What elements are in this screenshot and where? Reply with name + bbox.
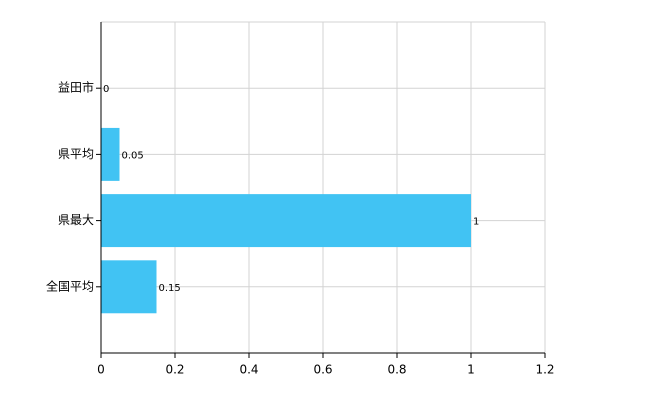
- y-tick-label: 県最大: [58, 213, 94, 227]
- bar: [101, 260, 157, 314]
- bar: [101, 127, 120, 181]
- value-label: 1: [473, 217, 479, 228]
- y-tick-label: 県平均: [58, 147, 94, 161]
- y-tick-label: 益田市: [58, 80, 94, 95]
- bar: [101, 194, 471, 248]
- x-tick-label: 0.2: [165, 363, 184, 377]
- value-label: 0: [103, 84, 109, 95]
- y-tick-label: 全国平均: [46, 278, 94, 293]
- value-label: 0.05: [122, 150, 144, 161]
- x-tick-label: 1.2: [535, 363, 554, 377]
- x-tick-label: 0: [97, 363, 105, 377]
- value-label: 0.15: [159, 283, 181, 294]
- x-tick-label: 0.8: [387, 363, 406, 377]
- x-tick-label: 1: [467, 363, 475, 377]
- x-tick-label: 0.4: [239, 363, 258, 377]
- x-tick-label: 0.6: [313, 363, 332, 377]
